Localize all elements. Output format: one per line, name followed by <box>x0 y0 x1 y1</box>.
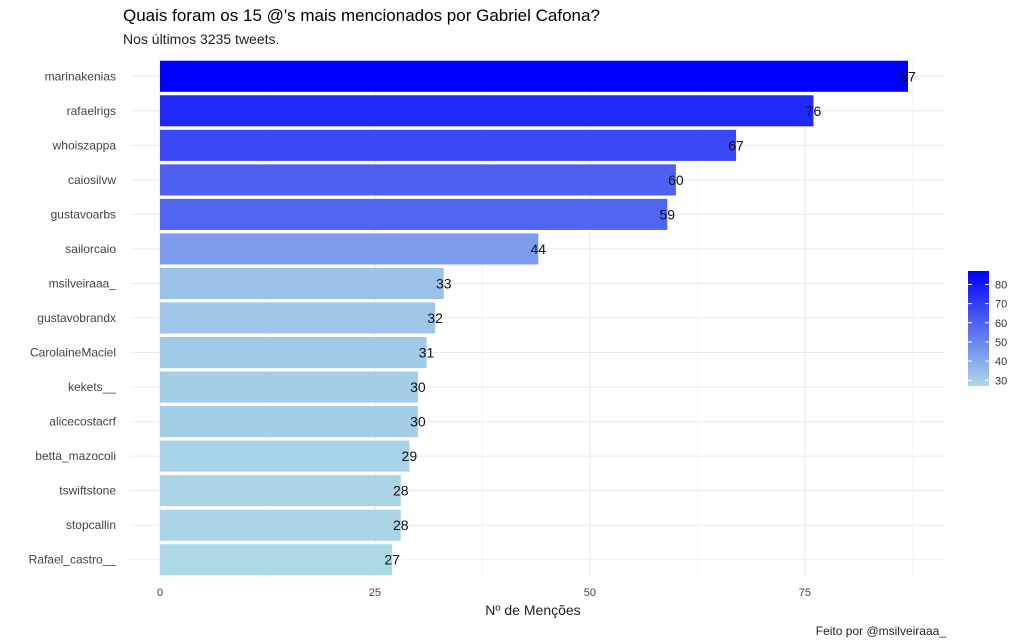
value-label: 87 <box>900 68 916 84</box>
bar <box>160 440 410 472</box>
bar <box>160 509 401 541</box>
chart-title: Quais foram os 15 @'s mais mencionados p… <box>123 6 600 25</box>
category-label: marinakenias <box>45 69 116 83</box>
legend-colorbar <box>968 271 989 386</box>
category-label: rafaelrigs <box>67 104 116 118</box>
x-axis-ticks: 0 25 50 75 <box>157 587 811 599</box>
bar <box>160 60 909 92</box>
legend-tick-label: 50 <box>995 337 1007 349</box>
value-label: 29 <box>402 448 418 464</box>
x-tick-label: 0 <box>157 587 163 599</box>
category-label: gustavoarbs <box>51 207 116 221</box>
value-label: 32 <box>427 310 443 326</box>
category-label: msilveiraaa_ <box>49 276 117 290</box>
category-label: gustavobrandx <box>37 311 116 325</box>
bar <box>160 302 436 334</box>
value-labels: 87 76 67 60 59 44 33 32 31 30 30 29 28 28 27 <box>384 68 916 567</box>
bar <box>160 267 444 300</box>
bar <box>160 371 418 403</box>
bar <box>160 475 401 507</box>
bar <box>160 233 539 265</box>
category-label: stopcallin <box>66 518 116 532</box>
value-label: 59 <box>659 206 675 222</box>
bar <box>160 95 814 127</box>
legend-tick-label: 40 <box>995 356 1007 368</box>
value-label: 76 <box>806 103 822 119</box>
color-legend: 30 40 50 60 70 80 <box>968 271 1007 387</box>
bar <box>160 129 737 161</box>
category-label: whoiszappa <box>52 138 117 152</box>
bars <box>160 60 909 576</box>
value-label: 60 <box>668 172 684 188</box>
category-label: alicecostacrf <box>49 415 116 429</box>
value-label: 28 <box>393 517 409 533</box>
category-labels: marinakenias rafaelrigs whoiszappa caiosilv… <box>29 69 117 566</box>
x-tick-label: 50 <box>584 587 596 599</box>
x-tick-label: 25 <box>369 587 381 599</box>
value-label: 28 <box>393 483 409 499</box>
category-label: CarolaineMaciel <box>30 346 116 360</box>
legend-tick-label: 60 <box>995 318 1007 330</box>
chart-caption: Feito por @msilveiraaa_ <box>815 624 946 638</box>
value-label: 30 <box>410 414 426 430</box>
value-label: 44 <box>531 241 547 257</box>
legend-tick-label: 80 <box>995 279 1007 291</box>
chart-subtitle: Nos últimos 3235 tweets. <box>123 31 280 47</box>
value-label: 31 <box>419 345 435 361</box>
x-axis-label: Nº de Menções <box>485 602 580 618</box>
bar <box>160 198 668 230</box>
category-label: betta_mazocoli <box>35 449 116 463</box>
value-label: 30 <box>410 379 426 395</box>
value-label: 27 <box>384 552 400 568</box>
legend-tick-label: 30 <box>995 375 1007 387</box>
bar <box>160 164 676 196</box>
bar <box>160 336 427 369</box>
bar <box>160 406 418 438</box>
category-label: Rafael_castro__ <box>29 553 117 567</box>
x-tick-label: 75 <box>799 587 811 599</box>
bar <box>160 544 393 576</box>
category-label: kekets__ <box>68 380 116 394</box>
value-label: 33 <box>436 275 452 291</box>
value-label: 67 <box>728 137 744 153</box>
legend-tick-label: 70 <box>995 299 1007 311</box>
category-label: caiosilvw <box>68 173 116 187</box>
category-label: sailorcaio <box>65 242 116 256</box>
category-label: tswiftstone <box>59 484 116 498</box>
